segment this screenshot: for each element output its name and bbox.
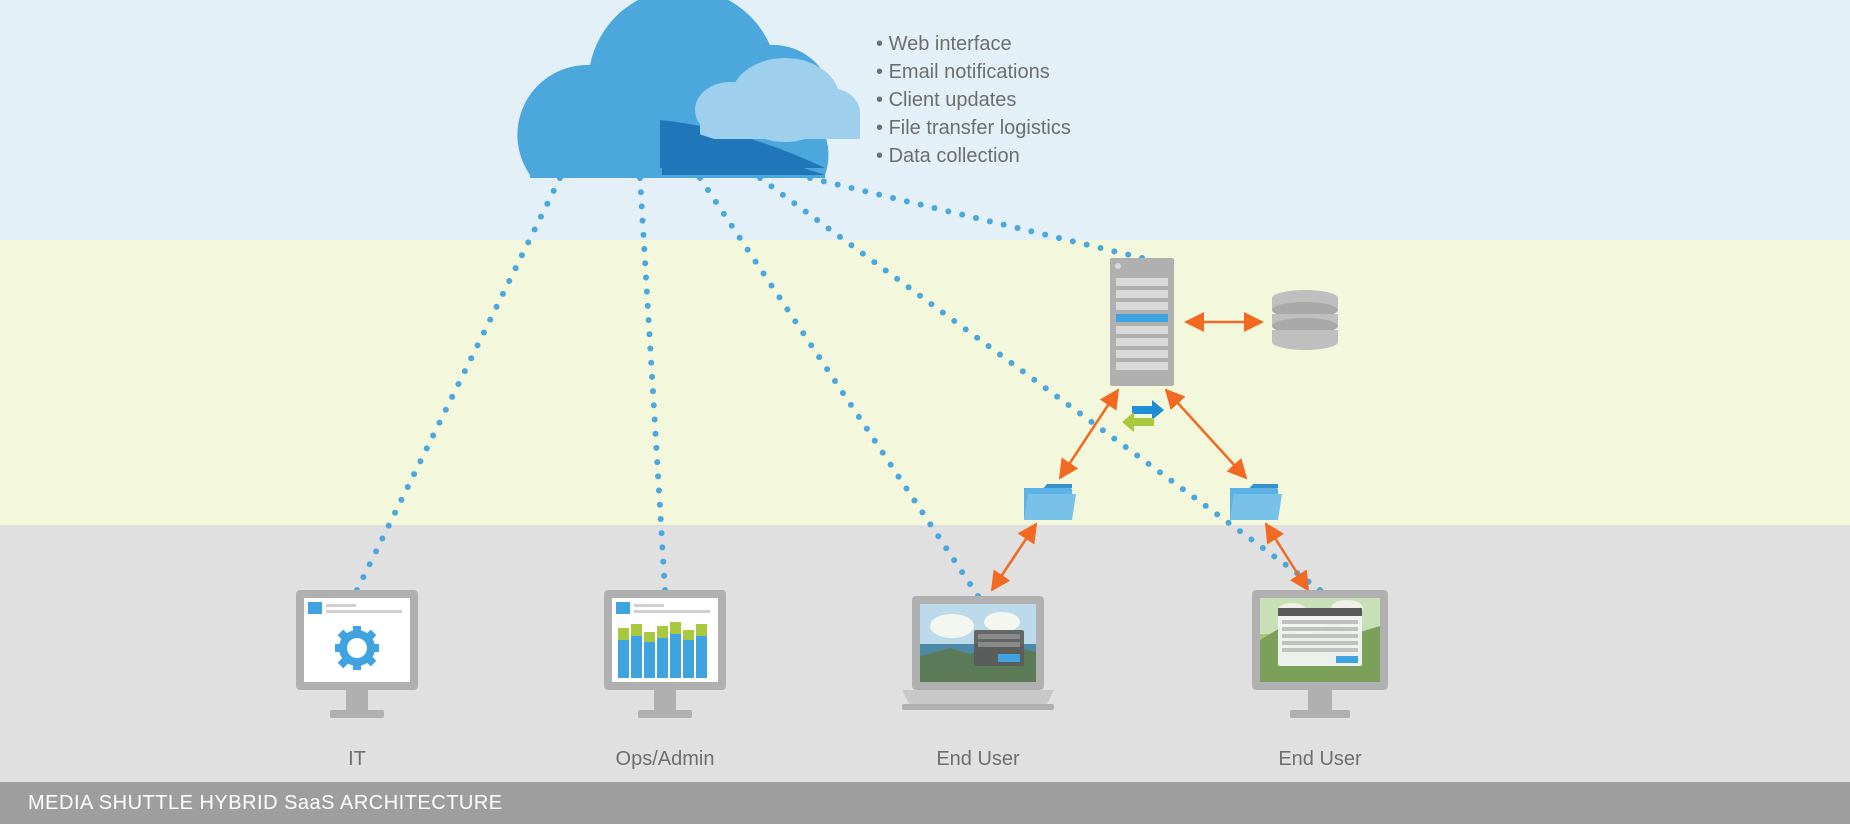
feature-item: Client updates [876, 86, 1071, 114]
feature-item: Web interface [876, 30, 1071, 58]
enduser1-label: End User [908, 748, 1048, 771]
server-band [0, 240, 1850, 525]
enduser2-label: End User [1250, 748, 1390, 771]
feature-item: File transfer logistics [876, 114, 1071, 142]
cloud-feature-list: Web interface Email notifications Client… [876, 30, 1071, 170]
footer-bar: MEDIA SHUTTLE HYBRID SaaS ARCHITECTURE [0, 782, 1850, 824]
feature-item: Email notifications [876, 58, 1071, 86]
feature-item: Data collection [876, 142, 1071, 170]
it-label: IT [307, 748, 407, 771]
ops-label: Ops/Admin [595, 748, 735, 771]
footer-title: MEDIA SHUTTLE HYBRID SaaS ARCHITECTURE [28, 792, 503, 815]
client-band [0, 525, 1850, 782]
